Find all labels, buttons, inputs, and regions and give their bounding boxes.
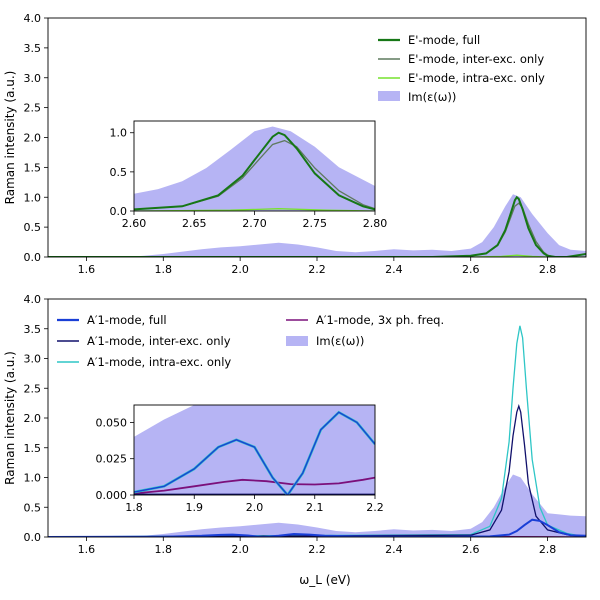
bottom-inset-3x-line	[134, 476, 375, 495]
top-y-axis-label: Raman intensity (a.u.)	[3, 71, 17, 205]
bottom-inset-ytick-label: 0.050	[96, 416, 128, 429]
top-legend-label: Im(ε(ω))	[408, 90, 456, 104]
top-legend-label: E'-mode, intra-exc. only	[408, 71, 545, 85]
bottom-series-line-3	[48, 518, 586, 537]
top-panel: 1.6 1.8 2.0 2.2 2.4 2.6 2.8 0.0 0.5 1.0 1.5 2.0 2.5 3…	[3, 12, 587, 276]
bottom-ytick-label: 4.0	[24, 293, 42, 306]
bottom-xtick-label: 1.6	[78, 543, 96, 556]
top-xtick-label: 1.8	[155, 263, 173, 276]
bottom-xtick-label: 2.8	[539, 543, 557, 556]
bottom-ytick-label: 3.0	[24, 353, 42, 366]
bottom-frame	[47, 298, 587, 538]
top-ytick-label: 1.0	[24, 191, 42, 204]
top-inset-frame	[133, 120, 376, 212]
bottom-series-line-2	[48, 403, 586, 537]
bottom-series-line-1	[48, 325, 586, 537]
top-inset-series-line-2	[134, 131, 375, 211]
bottom-ytick-label: 1.5	[24, 442, 42, 455]
bottom-inset-ytick-label: 0.000	[96, 489, 128, 502]
bottom-ytick-label: 0.5	[24, 501, 42, 514]
top-legend-label: E'-mode, full	[408, 33, 480, 47]
bottom-legend-swatch	[286, 336, 308, 346]
top-series-line-0	[48, 195, 586, 257]
top-inset-xtick-label: 2.75	[303, 217, 328, 230]
top-inset-xtick-label: 2.65	[182, 217, 207, 230]
top-inset-ytick-label: 0.5	[110, 166, 128, 179]
bottom-ytick-label: 2.0	[24, 412, 42, 425]
top-xtick-label: 2.2	[308, 263, 326, 276]
bottom-xtick-label: 2.4	[385, 543, 403, 556]
top-ytick-label: 0.5	[24, 221, 42, 234]
bottom-legend-label: Im(ε(ω))	[316, 334, 364, 348]
bottom-legend-label: A′1-mode, 3x ph. freq.	[316, 313, 444, 327]
top-inset-xtick-label: 2.60	[122, 217, 147, 230]
bottom-inset-plot-area	[134, 405, 375, 495]
top-im-eps-area	[48, 194, 586, 257]
bottom-ytick-label: 2.5	[24, 382, 42, 395]
bottom-panel: 1.6 1.8 2.0 2.2 2.4 2.6 2.8 0.0 0.5 1.0 1.5 2.0 2.5 3…	[3, 293, 587, 556]
top-inset-xtick-label: 2.70	[242, 217, 267, 230]
bottom-xtick-label: 1.8	[155, 543, 173, 556]
top-ytick-label: 3.5	[24, 42, 42, 55]
bottom-legend-label: A′1-mode, intra-exc. only	[87, 355, 231, 369]
top-ytick-label: 1.5	[24, 161, 42, 174]
top-xtick-label: 2.0	[231, 263, 249, 276]
bottom-xtick-label: 2.2	[308, 543, 326, 556]
top-inset-ytick-label: 0.0	[110, 205, 128, 218]
bottom-inset-full-line	[134, 411, 375, 495]
top-ytick-label: 3.0	[24, 72, 42, 85]
top-xtick-label: 1.6	[78, 263, 96, 276]
bottom-inset-xtick-label: 2.1	[306, 501, 324, 514]
bottom-im-eps-area	[48, 474, 586, 537]
bottom-xtick-label: 2.6	[462, 543, 480, 556]
top-series-line-2	[48, 254, 586, 257]
top-inset-xtick-label: 2.80	[363, 217, 388, 230]
top-ytick-label: 2.5	[24, 102, 42, 115]
bottom-ytick-label: 1.0	[24, 472, 42, 485]
top-inset-plot-area	[134, 126, 375, 211]
bottom-xtick-label: 2.0	[231, 543, 249, 556]
bottom-ytick-label: 3.5	[24, 323, 42, 336]
x-axis-label: ω_L (eV)	[299, 573, 351, 587]
top-xtick-label: 2.8	[539, 263, 557, 276]
top-legend-label: E'-mode, inter-exc. only	[408, 52, 544, 66]
top-inset-im-eps-area	[134, 126, 375, 211]
top-xtick-label: 2.4	[385, 263, 403, 276]
top-ytick-label: 2.0	[24, 132, 42, 145]
bottom-inset-xtick-label: 1.8	[125, 501, 143, 514]
top-xtick-label: 2.6	[462, 263, 480, 276]
bottom-inset-frame	[133, 404, 376, 496]
top-inset-ytick-label: 1.0	[110, 127, 128, 140]
top-plot-area	[48, 194, 586, 257]
bottom-inset-xtick-label: 1.9	[186, 501, 204, 514]
bottom-inset-im-eps-area	[134, 405, 375, 495]
top-ytick-label: 0.0	[24, 251, 42, 264]
top-inset-series-line-0	[134, 208, 375, 211]
bottom-legend-label: A′1-mode, inter-exc. only	[87, 334, 231, 348]
bottom-inset-xtick-label: 2.0	[246, 501, 264, 514]
bottom-ytick-label: 0.0	[24, 531, 42, 544]
top-legend-swatch	[378, 91, 400, 101]
bottom-inset-ytick-label: 0.025	[96, 453, 128, 466]
bottom-inset-xtick-label: 2.2	[366, 501, 384, 514]
bottom-y-axis-label: Raman intensity (a.u.)	[3, 351, 17, 485]
bottom-legend: A′1-mode, full A′1-mode, inter-exc. only A…	[57, 313, 444, 369]
top-ytick-label: 4.0	[24, 12, 42, 25]
top-frame	[47, 17, 587, 258]
bottom-legend-label: A′1-mode, full	[87, 313, 167, 327]
top-legend: E'-mode, full E'-mode, inter-exc. only E'-…	[378, 33, 545, 104]
